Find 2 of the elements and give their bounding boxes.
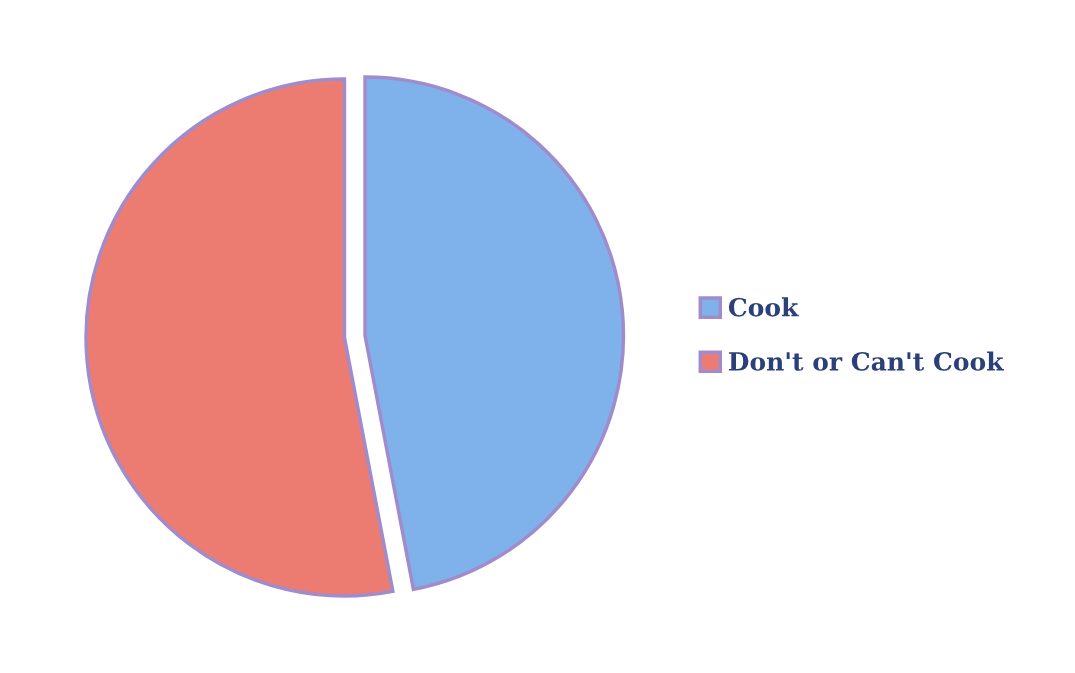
legend-label: Cook [728,297,799,317]
legend-label: Don't or Can't Cook [728,351,1004,371]
